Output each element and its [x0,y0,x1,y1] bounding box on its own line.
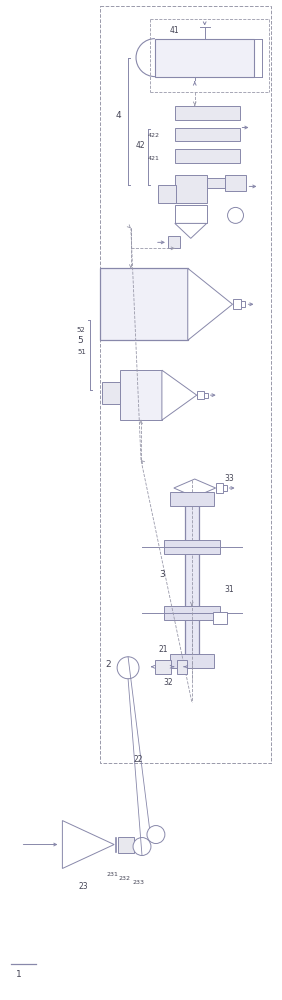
Polygon shape [62,821,114,868]
Bar [216,483,222,493]
Text: 3: 3 [159,570,165,579]
Circle shape [147,826,165,844]
Text: 21: 21 [158,645,168,654]
Bar [100,6,271,763]
Text: 422: 422 [148,133,160,138]
Text: 41: 41 [170,26,180,35]
Text: 51: 51 [77,349,86,355]
Bar [164,606,220,620]
Text: 42: 42 [135,141,145,150]
Bar [170,492,214,506]
Circle shape [133,838,151,856]
Bar [222,485,226,491]
Bar [213,612,226,624]
Text: 231: 231 [106,872,118,877]
Bar [175,128,239,141]
Text: 1: 1 [16,970,21,979]
Bar [170,654,214,668]
Polygon shape [174,479,216,497]
Bar [233,299,241,309]
Bar [197,391,204,399]
Bar [168,236,180,248]
Bar [158,185,176,203]
Text: 23: 23 [78,882,88,891]
Polygon shape [175,223,207,238]
Text: 32: 32 [163,678,173,687]
Bar [241,301,246,307]
Text: 33: 33 [225,474,234,483]
Bar [175,175,207,203]
Bar [207,178,224,188]
Text: 5: 5 [78,336,83,345]
Bar [118,837,134,853]
Text: 2: 2 [105,660,111,669]
Text: 233: 233 [132,880,144,885]
Bar [224,175,246,191]
Text: 31: 31 [225,585,234,594]
Circle shape [117,657,139,679]
Bar [177,660,187,674]
Bar [164,540,220,554]
Bar [204,393,208,398]
Bar [100,268,188,340]
Bar [175,106,239,120]
Bar [155,39,254,77]
Bar [175,149,239,163]
Bar [175,205,207,223]
Circle shape [228,207,243,223]
Polygon shape [188,268,233,340]
Bar [120,370,162,420]
Text: 4: 4 [115,111,121,120]
Bar [155,660,171,674]
Bar [102,382,120,404]
Text: 421: 421 [148,156,160,161]
Bar [185,500,199,660]
Text: 22: 22 [133,755,143,764]
Polygon shape [162,370,197,420]
Text: 52: 52 [76,327,85,333]
Text: 232: 232 [118,876,130,881]
